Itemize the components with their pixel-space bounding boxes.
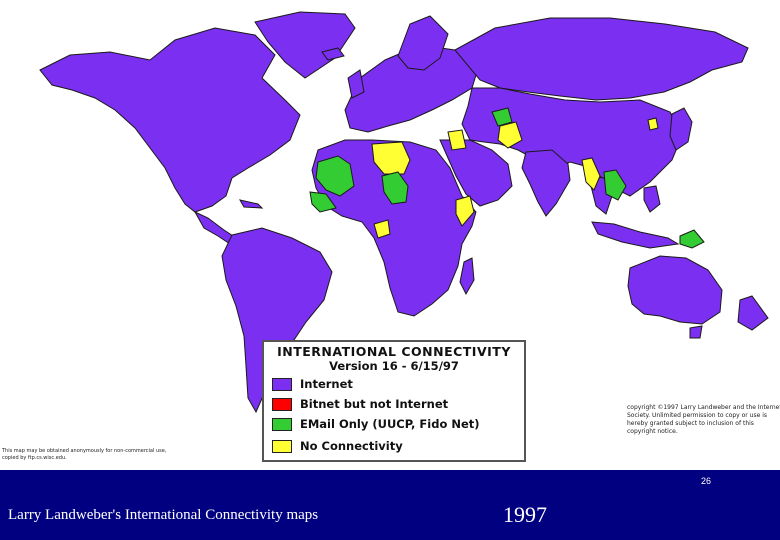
west-africa-coast	[309, 191, 337, 213]
europe	[344, 44, 481, 133]
iraq	[447, 129, 467, 151]
japan	[669, 107, 693, 151]
iceland	[321, 47, 345, 61]
legend-label-email-only: EMail Only (UUCP, Fido Net)	[300, 417, 480, 431]
papua-new-guinea	[679, 229, 705, 249]
map-usage-note: This map may be obtained anonymously for…	[2, 448, 167, 461]
slide-caption: Larry Landweber's International Connecti…	[8, 507, 319, 523]
indochina	[603, 169, 627, 201]
legend-swatch-no-connectivity	[272, 439, 292, 453]
legend-version: Version 16 - 6/15/97	[329, 359, 459, 373]
scandinavia	[397, 15, 449, 71]
email-only-regions	[309, 107, 705, 249]
tasmania	[689, 325, 703, 339]
somalia	[455, 195, 475, 227]
legend-swatch-internet	[272, 377, 292, 391]
map-legend: INTERNATIONAL CONNECTIVITY Version 16 - …	[262, 340, 526, 462]
afghanistan	[497, 121, 523, 149]
libya	[371, 141, 411, 175]
legend-item-email-only: EMail Only (UUCP, Fido Net)	[272, 416, 480, 432]
legend-label-no-connectivity: No Connectivity	[300, 439, 403, 453]
no-connectivity-regions	[371, 117, 659, 239]
new-zealand	[737, 295, 769, 331]
legend-item-no-connectivity: No Connectivity	[272, 438, 403, 454]
russia	[454, 17, 749, 101]
legend-swatch-email-only	[272, 417, 292, 431]
philippines	[643, 185, 661, 213]
world-map-svg	[39, 11, 769, 414]
british-isles	[347, 69, 365, 99]
legend-item-internet: Internet	[272, 376, 353, 392]
madagascar	[459, 257, 475, 296]
chad	[381, 171, 409, 205]
legend-label-internet: Internet	[300, 377, 353, 391]
central-african-region	[373, 219, 391, 239]
copyright-note: copyright ©1997 Larry Landweber and the …	[627, 404, 780, 435]
north-korea	[647, 117, 659, 131]
australia	[627, 255, 723, 325]
myanmar	[581, 157, 601, 191]
legend-label-bitnet: Bitnet but not Internet	[300, 397, 449, 411]
middle-east	[439, 139, 513, 207]
west-africa-north	[315, 155, 355, 197]
page-number: 26	[701, 476, 712, 486]
slide-year: 1997	[503, 502, 547, 527]
legend-title: INTERNATIONAL CONNECTIVITY	[277, 344, 511, 359]
slide-footer	[0, 470, 780, 540]
caribbean	[239, 199, 264, 209]
legend-item-bitnet: Bitnet but not Internet	[272, 396, 448, 412]
world-map	[39, 11, 769, 414]
indonesia	[591, 221, 680, 249]
turkmenistan	[491, 107, 513, 127]
indian-subcontinent	[521, 149, 571, 217]
north-america	[39, 27, 301, 213]
greenland	[254, 11, 356, 79]
legend-swatch-bitnet	[272, 397, 292, 411]
